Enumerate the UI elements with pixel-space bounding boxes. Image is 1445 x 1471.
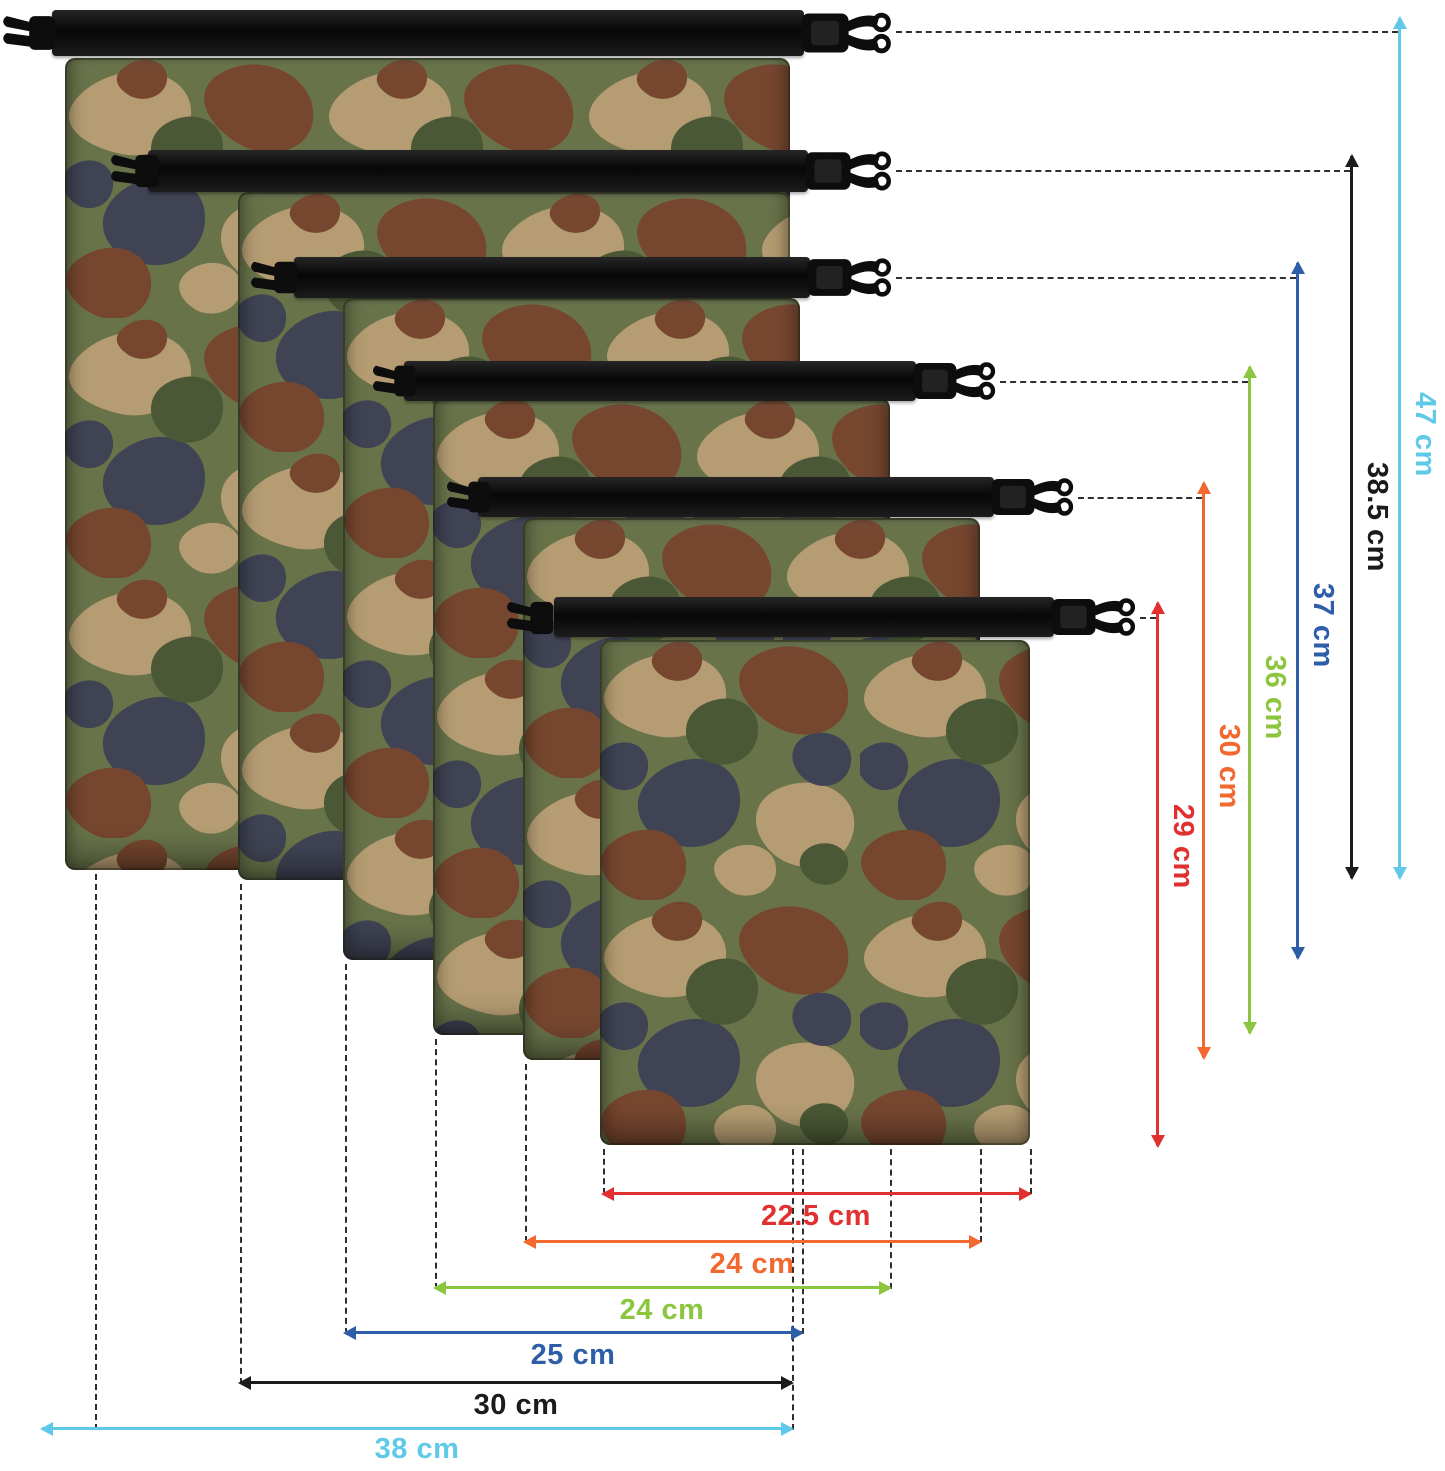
dry-bag-6-clip-icon [506,596,556,640]
dry-bag-2-strap [148,150,808,192]
dry-bag-6-strap [554,597,1054,637]
dry-bag-4-strap [404,361,916,401]
dry-bag-5-strap [478,477,994,517]
dry-bag-1-strap [52,10,804,56]
dry-bag-3-strap [294,257,810,298]
dry-bag-6-buckle-icon [1050,593,1138,641]
dry-bag-6-body [600,640,1030,1145]
